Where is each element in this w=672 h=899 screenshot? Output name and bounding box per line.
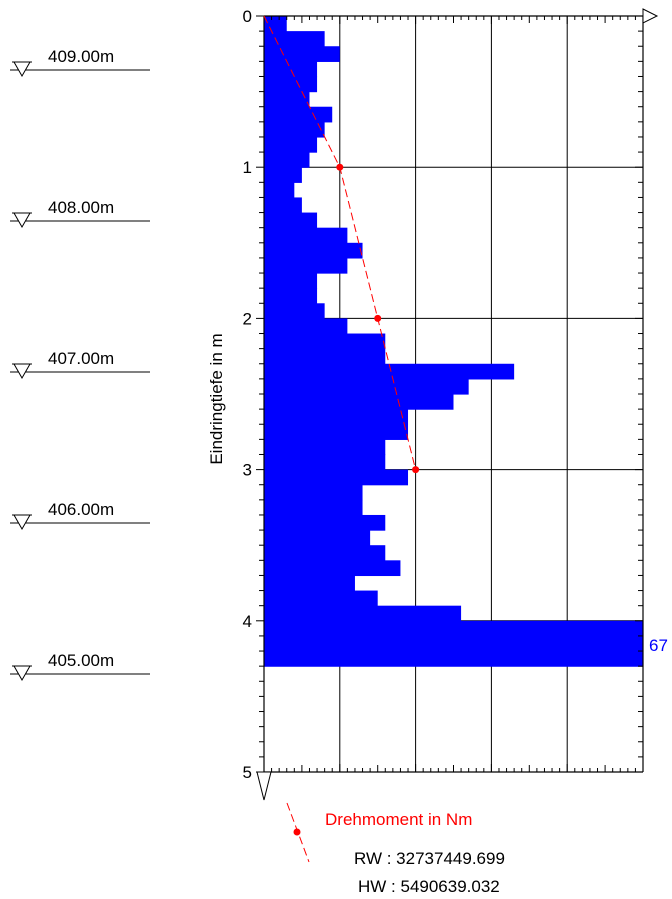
y-axis-arrow [257,772,271,800]
bar [264,303,325,319]
bar [264,288,317,304]
bar [264,560,400,576]
bar [264,530,370,546]
bar [264,258,347,274]
blow-count-bars [264,16,643,667]
x-axis-arrow [643,9,657,23]
bar [264,515,385,531]
bar [264,470,408,486]
bar [264,61,317,77]
elevation-label: 406.00m [48,500,114,519]
bar [264,651,643,667]
bar [264,379,469,395]
bar [264,107,332,123]
elevation-label: 405.00m [48,651,114,670]
bar [264,439,385,455]
bar [264,334,385,350]
y-tick-label: 0 [243,7,252,26]
rw-coordinate: RW : 32737449.699 [354,849,505,868]
elevation-triangle-icon [14,62,30,76]
hw-coordinate: HW : 5490639.032 [358,877,500,896]
y-tick-label: 3 [243,461,252,480]
elevation-markers: 409.00m 408.00m 407.00m 406.00m 405.00m [10,47,150,680]
bar [264,409,408,425]
bar [264,152,309,168]
bar [264,424,408,440]
bar [264,364,514,380]
bar [264,500,363,516]
torque-point [336,164,343,171]
bar [264,545,385,561]
y-tick-label: 1 [243,158,252,177]
y-tick-label: 4 [243,612,252,631]
y-tick-label: 2 [243,309,252,328]
bar [264,621,643,637]
bar [264,575,355,591]
clipped-value-label: 67 [649,636,668,655]
elevation-label: 407.00m [48,349,114,368]
bar [264,606,461,622]
legend-point-sample [294,829,301,836]
bar [264,213,317,229]
elevation-label: 408.00m [48,198,114,217]
y-tick-label: 5 [243,763,252,782]
bar [264,243,363,259]
bar [264,76,317,92]
bar [264,46,340,62]
bar [264,591,378,607]
legend-label: Drehmoment in Nm [325,810,472,829]
bar [264,137,317,153]
bar [264,636,643,652]
bar [264,394,454,410]
bar [264,349,385,365]
bar [264,16,287,32]
bar [264,273,317,289]
bar [264,167,302,183]
elevation-label: 409.00m [48,47,114,66]
bar [264,182,294,198]
y-axis-label: Eindringtiefe in m [207,333,226,464]
torque-point [374,315,381,322]
bar [264,454,385,470]
elevation-triangle-icon [14,364,30,378]
bar [264,122,325,138]
elevation-triangle-icon [14,515,30,529]
elevation-triangle-icon [14,666,30,680]
bar [264,318,347,334]
bar [264,485,363,501]
elevation-triangle-icon [14,213,30,227]
bar [264,197,302,213]
bar [264,228,347,244]
torque-point [412,466,419,473]
